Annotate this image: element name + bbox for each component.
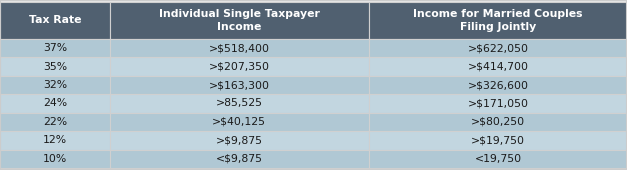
Text: >$207,350: >$207,350 xyxy=(209,62,270,72)
Text: >$9,875: >$9,875 xyxy=(216,135,263,145)
Text: >$19,750: >$19,750 xyxy=(471,135,525,145)
Bar xyxy=(0,2,110,39)
Bar xyxy=(369,113,627,131)
Bar xyxy=(110,131,369,150)
Bar xyxy=(0,57,110,76)
Bar xyxy=(369,76,627,94)
Text: >$518,400: >$518,400 xyxy=(209,43,270,53)
Text: >$326,600: >$326,600 xyxy=(468,80,529,90)
Text: >$40,125: >$40,125 xyxy=(212,117,266,127)
Text: >85,525: >85,525 xyxy=(216,98,263,108)
Bar xyxy=(369,39,627,57)
Text: 22%: 22% xyxy=(43,117,67,127)
Text: <$9,875: <$9,875 xyxy=(216,154,263,164)
Text: Individual Single Taxpayer
Income: Individual Single Taxpayer Income xyxy=(159,9,320,32)
Text: 35%: 35% xyxy=(43,62,67,72)
Text: >$622,050: >$622,050 xyxy=(468,43,529,53)
Bar xyxy=(0,131,110,150)
Bar xyxy=(0,39,110,57)
Bar xyxy=(369,131,627,150)
Bar xyxy=(110,57,369,76)
Text: Tax Rate: Tax Rate xyxy=(29,15,81,26)
Bar xyxy=(110,94,369,113)
Text: Income for Married Couples
Filing Jointly: Income for Married Couples Filing Jointl… xyxy=(413,9,583,32)
Bar xyxy=(369,94,627,113)
Text: 10%: 10% xyxy=(43,154,67,164)
Bar xyxy=(0,150,110,168)
Text: <19,750: <19,750 xyxy=(475,154,522,164)
Bar xyxy=(369,150,627,168)
Bar xyxy=(110,150,369,168)
Text: >$80,250: >$80,250 xyxy=(471,117,525,127)
Text: 12%: 12% xyxy=(43,135,67,145)
Bar xyxy=(110,2,369,39)
Bar xyxy=(0,76,110,94)
Bar xyxy=(0,113,110,131)
Text: >$163,300: >$163,300 xyxy=(209,80,270,90)
Text: >$171,050: >$171,050 xyxy=(468,98,529,108)
Bar xyxy=(110,39,369,57)
Bar xyxy=(110,113,369,131)
Text: 32%: 32% xyxy=(43,80,67,90)
Bar xyxy=(369,2,627,39)
Text: >$414,700: >$414,700 xyxy=(468,62,529,72)
Text: 24%: 24% xyxy=(43,98,67,108)
Bar xyxy=(110,76,369,94)
Bar xyxy=(369,57,627,76)
Bar xyxy=(0,94,110,113)
Text: 37%: 37% xyxy=(43,43,67,53)
